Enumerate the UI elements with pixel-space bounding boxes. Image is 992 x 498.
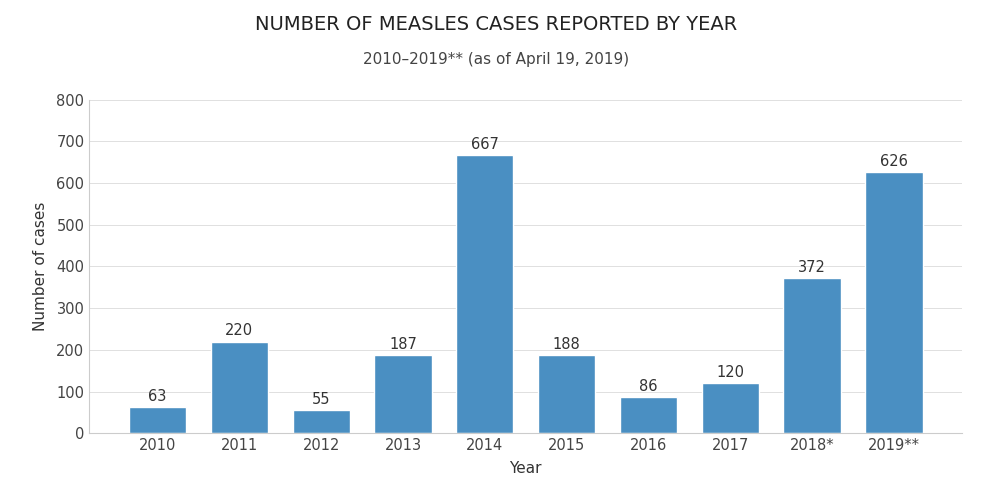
- Text: NUMBER OF MEASLES CASES REPORTED BY YEAR: NUMBER OF MEASLES CASES REPORTED BY YEAR: [255, 15, 737, 34]
- Bar: [865, 172, 923, 433]
- Bar: [129, 407, 186, 433]
- Text: 626: 626: [880, 154, 908, 169]
- Text: 372: 372: [799, 260, 826, 275]
- Bar: [784, 278, 841, 433]
- X-axis label: Year: Year: [510, 462, 542, 477]
- Y-axis label: Number of cases: Number of cases: [33, 202, 48, 331]
- Bar: [293, 410, 350, 433]
- Text: 120: 120: [716, 365, 744, 380]
- Bar: [210, 342, 268, 433]
- Bar: [374, 355, 432, 433]
- Text: 2010–2019** (as of April 19, 2019): 2010–2019** (as of April 19, 2019): [363, 52, 629, 67]
- Bar: [456, 155, 514, 433]
- Text: 220: 220: [225, 323, 254, 338]
- Text: 667: 667: [471, 137, 499, 152]
- Bar: [538, 355, 595, 433]
- Text: 55: 55: [311, 392, 330, 407]
- Text: 187: 187: [389, 337, 417, 352]
- Text: 188: 188: [553, 337, 580, 352]
- Bar: [701, 383, 759, 433]
- Text: 86: 86: [639, 379, 658, 394]
- Text: 63: 63: [149, 388, 167, 404]
- Bar: [620, 397, 678, 433]
